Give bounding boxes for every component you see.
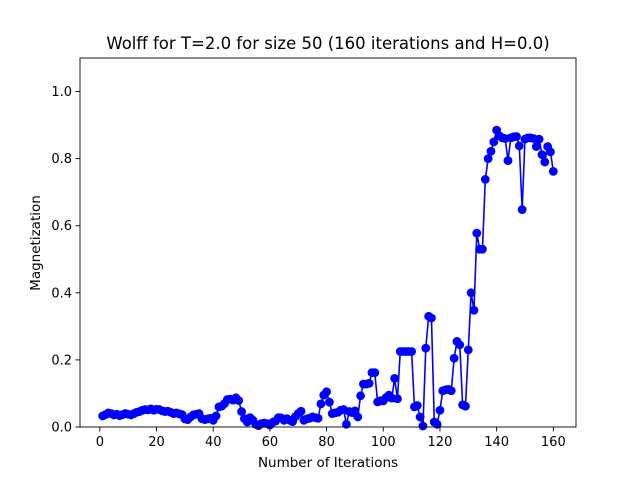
data-point (418, 421, 428, 431)
y-axis-label: Magnetization (28, 195, 44, 291)
data-point (537, 150, 547, 160)
data-point (517, 205, 527, 215)
y-tick-label: 0.2 (51, 353, 72, 368)
data-point (512, 132, 521, 141)
data-point (364, 378, 374, 388)
x-tick-label: 80 (318, 435, 335, 450)
x-axis-label: Number of Iterations (258, 455, 398, 471)
data-point (463, 345, 473, 355)
data-point (455, 340, 465, 350)
x-tick-label: 120 (428, 435, 453, 450)
data-point (486, 146, 496, 156)
y-tick-label: 0.4 (51, 286, 72, 301)
data-point (237, 407, 246, 416)
data-point (421, 343, 431, 353)
data-point (514, 141, 524, 151)
x-tick-label: 100 (371, 435, 396, 450)
data-point (370, 368, 380, 378)
data-point (316, 399, 326, 409)
data-point (393, 394, 402, 404)
data-point (461, 401, 470, 411)
data-point (234, 396, 244, 405)
series-layer (98, 125, 558, 431)
x-tick-label: 20 (148, 435, 165, 450)
data-point (356, 391, 365, 401)
data-point (432, 419, 442, 429)
y-tick-label: 0.8 (51, 152, 72, 167)
data-point (466, 288, 476, 298)
data-point (342, 419, 351, 429)
x-tick-label: 60 (262, 435, 279, 450)
data-point (322, 387, 331, 397)
data-point (427, 313, 436, 323)
data-point (483, 154, 493, 164)
x-tick-label: 40 (205, 435, 222, 450)
data-point (415, 412, 425, 422)
data-point (531, 142, 541, 151)
axes-layer: 0 20 40 60 80 100 120 140 160 0.0 0.2 0.4 0.6 0.8 1.0 (51, 58, 576, 450)
chart-title: Wolff for T=2.0 for size 50 (160 iterati… (106, 34, 549, 53)
data-point (546, 147, 555, 157)
data-point (449, 353, 459, 363)
data-point (534, 134, 544, 144)
data-point (211, 411, 221, 421)
plot-area (80, 58, 576, 427)
plot-frame (79, 57, 577, 428)
data-point (390, 373, 400, 383)
data-point (472, 228, 482, 238)
data-point (407, 347, 417, 356)
data-point (540, 157, 550, 167)
data-point (489, 137, 499, 147)
data-point (446, 386, 456, 396)
data-point (296, 406, 306, 416)
data-point (480, 175, 490, 184)
x-tick-label: 160 (541, 435, 566, 450)
y-tick-label: 0.0 (51, 421, 72, 436)
data-point (548, 166, 558, 176)
x-tick-label: 140 (484, 435, 509, 450)
data-point (503, 156, 513, 166)
data-point (313, 413, 323, 423)
frame-layer (79, 57, 577, 428)
data-point (412, 401, 422, 410)
y-tick-label: 0.6 (51, 219, 72, 234)
data-point (353, 412, 363, 422)
y-tick-label: 1.0 (51, 85, 72, 100)
data-point (325, 397, 334, 407)
data-point (469, 305, 479, 315)
data-point (478, 244, 487, 254)
x-tick-label: 0 (96, 435, 104, 450)
data-point (435, 405, 445, 415)
